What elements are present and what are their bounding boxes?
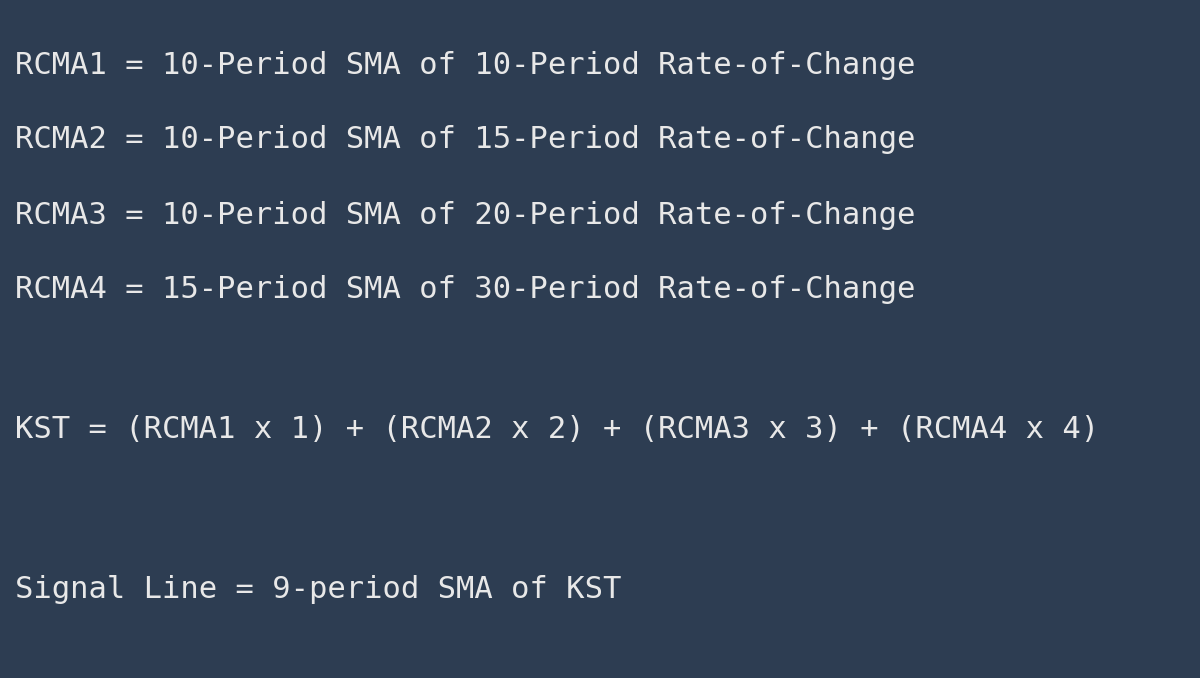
Text: Signal Line = 9-period SMA of KST: Signal Line = 9-period SMA of KST [14, 576, 622, 605]
Text: RCMA3 = 10-Period SMA of 20-Period Rate-of-Change: RCMA3 = 10-Period SMA of 20-Period Rate-… [14, 201, 916, 229]
Text: RCMA1 = 10-Period SMA of 10-Period Rate-of-Change: RCMA1 = 10-Period SMA of 10-Period Rate-… [14, 50, 916, 79]
Text: RCMA4 = 15-Period SMA of 30-Period Rate-of-Change: RCMA4 = 15-Period SMA of 30-Period Rate-… [14, 275, 916, 304]
Text: KST = (RCMA1 x 1) + (RCMA2 x 2) + (RCMA3 x 3) + (RCMA4 x 4): KST = (RCMA1 x 1) + (RCMA2 x 2) + (RCMA3… [14, 416, 1099, 445]
Text: RCMA2 = 10-Period SMA of 15-Period Rate-of-Change: RCMA2 = 10-Period SMA of 15-Period Rate-… [14, 125, 916, 155]
